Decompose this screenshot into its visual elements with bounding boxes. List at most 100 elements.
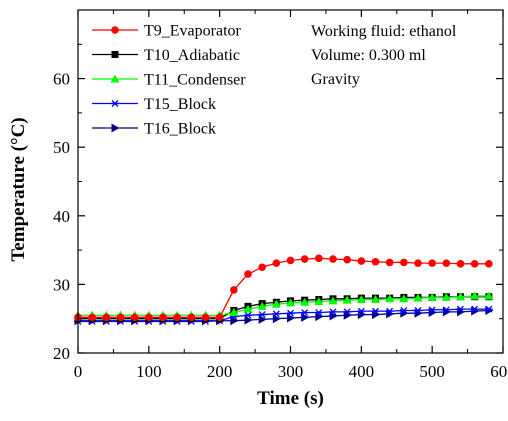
data-point-t11-condenser [399,294,409,303]
data-point-t16-block [272,314,281,324]
data-point-t15-block [470,305,479,313]
data-point-t15-block [399,307,408,314]
y-tick-label: 60 [53,70,70,89]
data-point-t9-evaporator [414,259,422,267]
y-tick-label: 40 [53,207,70,226]
data-point-t11-condenser [271,299,281,308]
annotation-text: Gravity [311,71,360,88]
x-tick-label: 600 [490,362,508,381]
data-point-t9-evaporator [159,313,167,322]
legend-entry-t10-adiabatic: T10_Adiabatic [92,47,240,64]
data-point-t15-block [371,307,380,315]
data-point-t9-evaporator [258,263,266,272]
data-point-t16-block [301,312,310,322]
data-point-t11-condenser [243,304,253,313]
data-point-t15-block [385,307,394,315]
data-point-t15-block [258,311,267,319]
x-axis-title: Time (s) [257,388,324,409]
legend-label: T15_Block [144,96,216,113]
data-point-t9-evaporator [343,255,351,264]
data-point-t11-condenser [413,293,423,302]
legend-entry-t11-condenser: T11_Condenser [92,72,246,89]
x-tick-label: 0 [74,362,83,381]
legend-marker [110,74,120,83]
data-point-t9-evaporator [145,313,153,322]
data-point-t11-condenser [371,294,380,303]
data-point-t15-block [286,309,295,317]
data-point-t9-evaporator [187,313,196,322]
legend-label: T10_Adiabatic [144,47,240,64]
data-point-t9-evaporator [244,270,252,278]
legend-marker [111,100,119,107]
y-tick-label: 20 [53,344,70,363]
annotation-text: Volume: 0.300 ml [311,47,426,64]
legend: T9_Evaporator T10_Adiabatic T11_Condenser T… [92,23,246,138]
data-point-t11-condenser [427,292,437,301]
data-point-t9-evaporator [442,259,451,267]
data-point-t16-block [258,314,267,324]
y-tick-label: 50 [53,138,70,157]
data-point-t15-block [244,311,252,319]
data-point-t9-evaporator [485,260,493,268]
data-point-t9-evaporator [385,258,394,267]
data-point-t11-condenser [441,292,451,301]
data-point-t15-block [329,308,337,316]
tick-layer: 20304050600100200300400500600 [53,10,508,381]
y-tick-label: 30 [53,275,70,294]
data-point-t11-condenser [229,308,239,317]
legend-label: T16_Block [144,121,216,138]
data-point-t11-condenser [314,297,324,306]
data-point-t15-block [343,308,352,316]
data-point-t15-block [456,305,465,313]
data-point-t9-evaporator [371,257,380,266]
legend-marker [111,26,119,34]
data-point-t11-condenser [456,292,465,301]
data-point-t9-evaporator [300,255,309,263]
data-point-t15-block [442,306,451,314]
data-point-t9-evaporator [456,260,465,268]
data-point-t11-condenser [342,295,352,304]
data-point-t16-block [244,315,253,325]
legend-entry-t9-evaporator: T9_Evaporator [92,23,242,40]
data-point-t9-evaporator [329,255,337,263]
data-point-t9-evaporator [428,259,436,267]
data-point-t9-evaporator [286,256,295,265]
data-point-t11-condenser [385,294,395,303]
data-point-t9-evaporator [400,258,408,267]
data-point-t9-evaporator [470,260,479,268]
data-point-t9-evaporator [88,313,96,322]
legend-label: T9_Evaporator [144,23,242,40]
data-point-t9-evaporator [272,259,281,267]
annotation-text: Working fluid: ethanol [311,23,457,40]
data-point-t15-block [484,305,493,313]
data-point-t11-condenser [356,294,366,303]
legend-marker [111,51,119,58]
data-point-t9-evaporator [116,313,125,322]
legend-entry-t16-block: T16_Block [92,121,216,138]
x-tick-label: 200 [207,362,233,381]
data-point-t11-condenser [470,291,480,300]
legend-entry-t15-block: T15_Block [92,96,216,113]
data-point-t9-evaporator [201,313,210,322]
series-line-t9-evaporator [78,257,489,318]
y-axis-title: Temperature (°C) [8,117,29,261]
legend-label: T11_Condenser [144,72,246,89]
data-point-t11-condenser [484,291,494,300]
data-point-t16-block [287,313,295,323]
data-point-t9-evaporator [315,254,323,263]
x-tick-label: 400 [349,362,375,381]
data-point-t15-block [428,306,437,314]
data-point-t15-block [314,309,323,316]
annotations: Working fluid: ethanol Volume: 0.300 ml Gr… [311,23,457,88]
legend-marker [111,123,120,133]
data-point-t15-block [414,307,422,314]
series-layer [73,254,494,326]
data-point-t11-condenser [286,298,295,307]
data-point-t9-evaporator [230,286,238,294]
data-point-t9-evaporator [102,313,111,322]
data-point-t15-block [300,309,309,316]
x-tick-label: 300 [278,362,304,381]
x-tick-label: 500 [419,362,445,381]
data-point-t9-evaporator [130,313,139,322]
